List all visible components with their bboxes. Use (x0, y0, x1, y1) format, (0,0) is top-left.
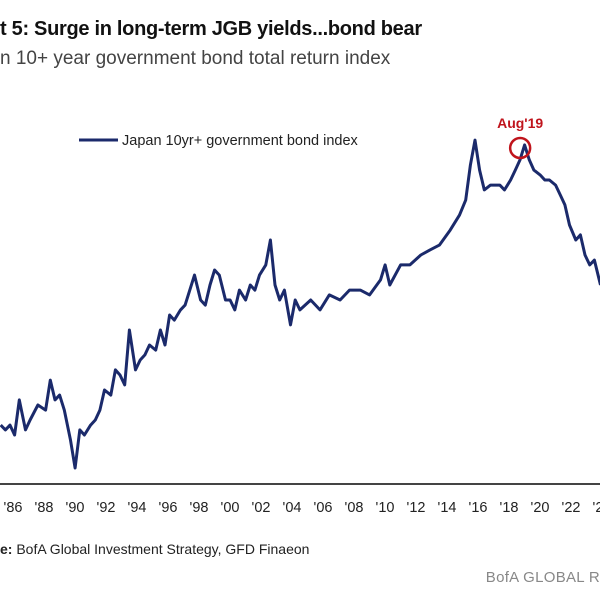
chart-subtitle: n 10+ year government bond total return … (0, 48, 391, 69)
annotation-label: Aug'19 (497, 115, 543, 131)
x-tick-labels: '86 '88 '90 '92 '94 '96 '98 '00 '02 '04 '06 '08 '10 '… (4, 500, 600, 516)
legend: Japan 10yr+ government bond index (79, 133, 359, 149)
source-note: e: BofA Global Investment Strategy, GFD … (0, 541, 309, 557)
x-tick-label: '08 (345, 500, 364, 516)
x-tick-label: '90 (66, 500, 85, 516)
x-tick-label: '16 (469, 500, 488, 516)
series-line-japan-10yr-bond-index (0, 138, 600, 470)
x-tick-label: '92 (97, 500, 116, 516)
source-label: e: (0, 541, 13, 557)
legend-label: Japan 10yr+ government bond index (122, 133, 359, 149)
x-tick-label: '14 (438, 500, 457, 516)
x-tick-label: '00 (221, 500, 240, 516)
annotations: Aug'19 (497, 115, 543, 160)
annotation-circle (508, 136, 532, 160)
x-tick-label: '04 (283, 500, 302, 516)
x-tick-label: '12 (407, 500, 426, 516)
x-tick-label: '88 (35, 500, 54, 516)
x-tick-label: '10 (376, 500, 395, 516)
x-tick-label: '98 (190, 500, 209, 516)
x-tick-label: '94 (128, 500, 147, 516)
x-tick-label: '02 (252, 500, 271, 516)
x-tick-label: '18 (500, 500, 519, 516)
x-tick-label: '20 (531, 500, 550, 516)
brand-mark: BofA GLOBAL R (485, 569, 600, 586)
chart-title: t 5: Surge in long-term JGB yields...bon… (0, 18, 422, 40)
source-text: BofA Global Investment Strategy, GFD Fin… (12, 541, 310, 557)
x-tick-label: '06 (314, 500, 333, 516)
x-tick-label: '24 (593, 500, 600, 516)
x-tick-label: '22 (562, 500, 581, 516)
x-tick-label: '86 (4, 500, 23, 516)
x-tick-label: '96 (159, 500, 178, 516)
